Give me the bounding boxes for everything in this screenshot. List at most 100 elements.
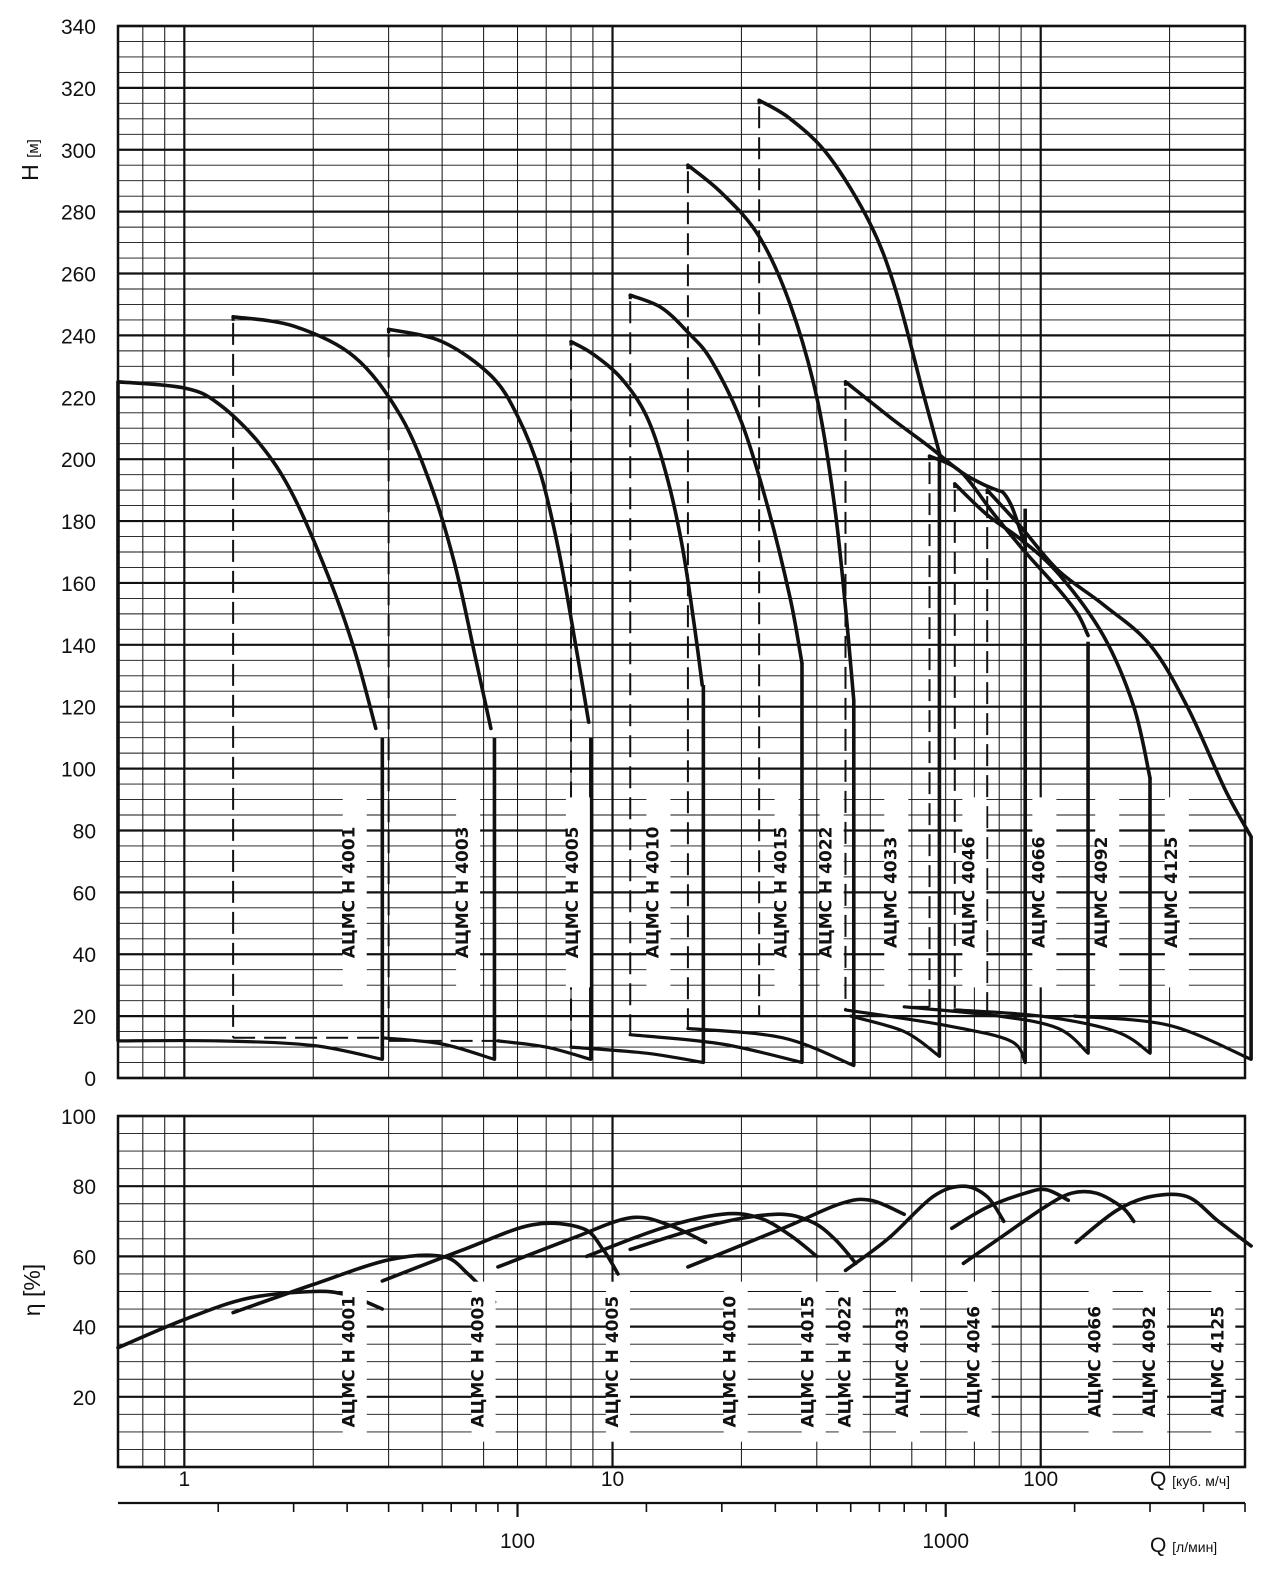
efficiency-curve-label: АЦМС Н 4010 xyxy=(721,1296,741,1428)
efficiency-curve xyxy=(380,1221,620,1283)
head-curve-lower xyxy=(569,1045,705,1065)
pump-curves xyxy=(116,98,1253,1350)
head-y-tick: 100 xyxy=(61,759,96,782)
head-curve-label-bg xyxy=(456,797,481,988)
head-axis-label: H [м] xyxy=(17,139,43,181)
head-curve-lower xyxy=(849,1014,941,1058)
head-y-tick: 180 xyxy=(61,511,96,534)
head-curve-lower xyxy=(843,1008,1027,1065)
efficiency-curve xyxy=(843,1184,1006,1273)
efficiency-curve xyxy=(950,1187,1071,1231)
efficiency-y-tick: 60 xyxy=(73,1246,96,1269)
curve-labels: АЦМС Н 4001 АЦМС Н 4003 АЦМС Н 4005 АЦМС Н … xyxy=(340,797,1236,1442)
efficiency-axis-label: η [%] xyxy=(19,1264,45,1316)
efficiency-curve-label-bg xyxy=(896,1281,921,1442)
efficiency-curve-label: АЦМС Н 4001 xyxy=(340,1296,360,1428)
head-curve-label-bg xyxy=(1032,797,1057,988)
efficiency-curve xyxy=(1074,1192,1253,1248)
head-curve-label-bg xyxy=(565,797,590,988)
head-curve-label-bg xyxy=(646,797,671,988)
x-tick-m3h: 1 xyxy=(178,1468,190,1491)
head-curve-lower xyxy=(380,1036,497,1061)
efficiency-curve-label: АЦМС Н 4003 xyxy=(469,1296,489,1428)
head-y-tick: 80 xyxy=(73,820,96,843)
head-curve-label-bg xyxy=(962,797,987,988)
head-curve-lower xyxy=(116,1038,384,1061)
head-y-tick: 240 xyxy=(61,325,96,348)
efficiency-curve-label: АЦМС 4046 xyxy=(965,1306,985,1418)
head-y-tick: 220 xyxy=(61,387,96,410)
head-curve-upper xyxy=(386,327,591,724)
head-y-tick: 160 xyxy=(61,573,96,596)
x-tick-lmin: 100 xyxy=(500,1530,535,1553)
efficiency-curve xyxy=(231,1253,497,1315)
efficiency-curve-label-bg xyxy=(1143,1281,1168,1442)
head-y-tick: 20 xyxy=(73,1006,96,1029)
head-curve-lower xyxy=(686,1026,856,1068)
efficiency-curve xyxy=(584,1211,819,1259)
head-y-tick: 320 xyxy=(61,78,96,101)
head-y-tick: 340 xyxy=(61,16,96,39)
head-curve-label: АЦМС Н 4005 xyxy=(563,827,583,959)
head-curve-lower xyxy=(628,1033,804,1065)
efficiency-y-tick: 80 xyxy=(73,1176,96,1199)
efficiency-curve-label-bg xyxy=(342,1281,367,1442)
x-axis-label-lmin: Q [л/мин] xyxy=(1150,1534,1217,1557)
head-curve-upper xyxy=(686,163,856,703)
axes: 0204060801001201401601802002202402602803… xyxy=(17,16,1247,1557)
head-curve-upper xyxy=(757,98,942,455)
efficiency-curve xyxy=(628,1212,858,1266)
efficiency-curve-label-bg xyxy=(801,1281,826,1442)
head-curve-label: АЦМС 4125 xyxy=(1162,837,1182,949)
head-curve-upper xyxy=(985,488,1253,839)
grid-lines xyxy=(117,24,1246,1469)
head-curve-upper xyxy=(116,380,378,731)
head-curve-label-bg xyxy=(884,797,909,988)
head-y-tick: 60 xyxy=(73,882,96,905)
efficiency-curve xyxy=(961,1189,1136,1266)
head-curve-label-bg xyxy=(1164,797,1189,988)
efficiency-curve-label-bg xyxy=(471,1281,496,1442)
efficiency-curve-label: АЦМС Н 4015 xyxy=(799,1296,819,1428)
efficiency-y-tick: 40 xyxy=(73,1317,96,1340)
head-y-tick: 300 xyxy=(61,140,96,163)
head-curve-label: АЦМС Н 4001 xyxy=(340,827,360,959)
head-curve-label: АЦМС Н 4010 xyxy=(643,826,663,958)
head-curve-label: АЦМС 4046 xyxy=(959,837,979,949)
efficiency-curve-label: АЦМС 4066 xyxy=(1086,1306,1106,1418)
head-curve-label: АЦМС Н 4003 xyxy=(453,827,473,959)
efficiency-curve-label: АЦМС Н 4005 xyxy=(603,1296,623,1428)
efficiency-plot-frame xyxy=(116,1114,1247,1469)
efficiency-curve-label: АЦМС 4033 xyxy=(893,1306,913,1418)
efficiency-curve-label: АЦМС 4125 xyxy=(1208,1306,1228,1418)
head-curve-upper xyxy=(953,482,1152,780)
head-curve-upper xyxy=(843,380,1027,548)
head-curve-upper xyxy=(927,454,1090,638)
head-curve-upper xyxy=(231,315,493,731)
head-curve-label: АЦМС 4092 xyxy=(1092,837,1112,949)
efficiency-y-tick: 20 xyxy=(73,1387,96,1410)
head-curve-label: АЦМС 4066 xyxy=(1029,837,1049,949)
efficiency-curve-label-bg xyxy=(1088,1281,1113,1442)
head-curve-lower xyxy=(1073,1014,1253,1061)
head-plot-frame xyxy=(116,24,1247,1080)
head-curve-label-bg xyxy=(819,797,844,988)
efficiency-curve xyxy=(496,1215,708,1269)
head-y-tick: 260 xyxy=(61,264,96,287)
head-y-tick: 0 xyxy=(84,1068,96,1091)
x-tick-lmin: 1000 xyxy=(922,1530,969,1553)
head-y-tick: 120 xyxy=(61,697,96,720)
efficiency-curve-label-bg xyxy=(838,1281,863,1442)
head-curve-lower xyxy=(902,1005,1090,1055)
head-y-tick: 40 xyxy=(73,944,96,967)
head-y-tick: 140 xyxy=(61,635,96,658)
x-axis-label-m3h: Q [куб. м/ч] xyxy=(1150,1468,1230,1491)
efficiency-y-tick: 100 xyxy=(61,1106,96,1129)
head-curve-label: АЦМС 4033 xyxy=(881,837,901,949)
efficiency-curve-label: АЦМС Н 4022 xyxy=(836,1296,856,1428)
efficiency-curve-label-bg xyxy=(1211,1281,1236,1442)
efficiency-curve-label: АЦМС 4092 xyxy=(1140,1306,1160,1418)
head-curve-upper xyxy=(569,339,704,687)
